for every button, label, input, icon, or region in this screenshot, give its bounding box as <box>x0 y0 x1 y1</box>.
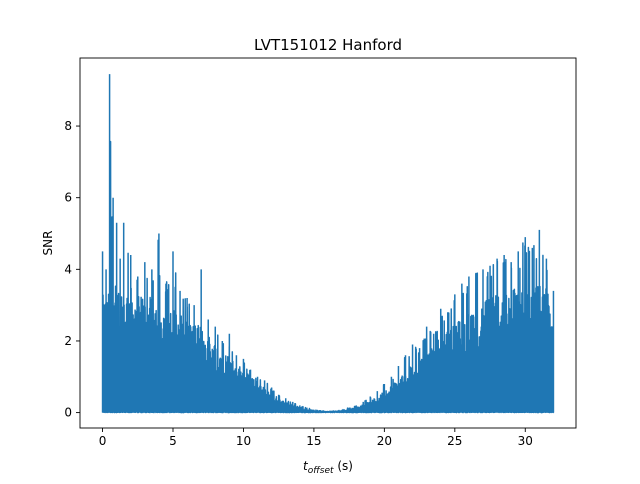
y-tick-label: 0 <box>64 406 72 420</box>
axes-frame <box>79 57 577 429</box>
plot-area <box>101 74 555 414</box>
x-axis-label-main: t <box>303 459 309 473</box>
x-tick-label: 20 <box>377 434 392 448</box>
x-tick-label: 0 <box>99 434 107 448</box>
x-tick-label: 25 <box>447 434 462 448</box>
y-tick-label: 8 <box>64 119 72 133</box>
y-axis-label: SNR <box>41 231 55 256</box>
x-tick-label: 5 <box>169 434 177 448</box>
y-tick-label: 4 <box>64 262 72 276</box>
y-tick-label: 6 <box>64 191 72 205</box>
x-tick-label: 15 <box>306 434 321 448</box>
chart-title: LVT151012 Hanford <box>254 36 402 54</box>
snr-series-line <box>101 74 555 414</box>
x-axis-label-unit: (s) <box>334 459 353 473</box>
x-axis-label-subscript: offset <box>308 466 334 476</box>
x-tick-label: 30 <box>518 434 533 448</box>
x-axis: 0 5 10 15 20 25 30 <box>99 428 533 448</box>
y-tick-label: 2 <box>64 334 72 348</box>
y-axis: 0 2 4 6 8 <box>64 119 80 420</box>
x-tick-label: 10 <box>236 434 251 448</box>
x-axis-label: toffset (s) <box>303 459 353 476</box>
